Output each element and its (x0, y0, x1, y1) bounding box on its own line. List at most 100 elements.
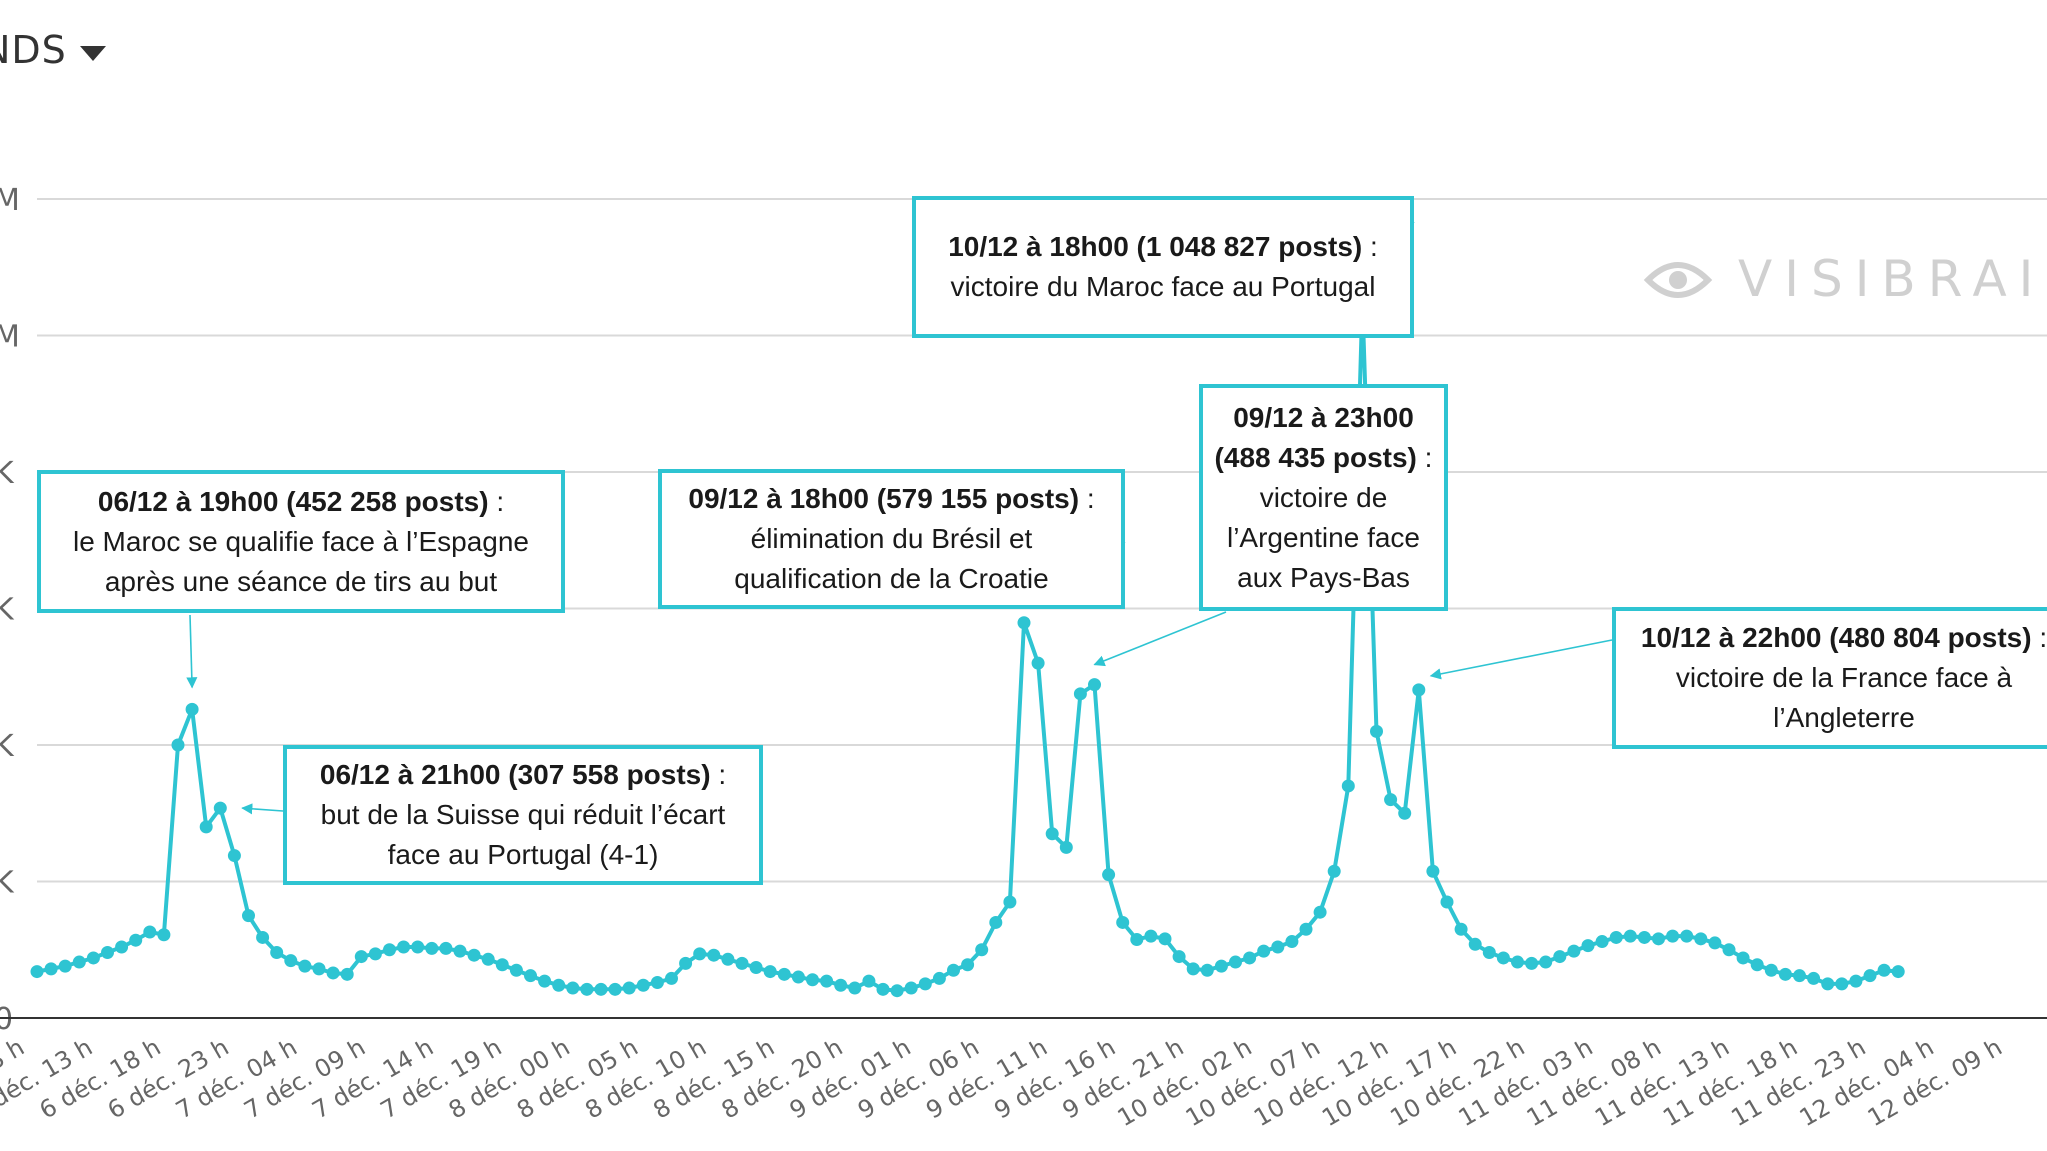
annotation-text: le Maroc se qualifie face à l’Espagne (72, 525, 530, 557)
data-point (467, 948, 481, 962)
data-point (213, 801, 227, 815)
annotation-title: 06/12 à 21h00 (307 558 posts) (319, 759, 711, 790)
data-point (820, 974, 834, 988)
annotation-title: (488 435 posts) (1214, 441, 1417, 473)
y-tick-label: K (0, 593, 15, 628)
data-point (1835, 977, 1849, 991)
data-point (1750, 958, 1764, 972)
data-point (1764, 963, 1778, 977)
data-point (270, 945, 284, 959)
data-point (622, 981, 636, 995)
data-point (1426, 864, 1440, 878)
annotation-box: 09/12 à 23h00 (488 435 posts) : victoire… (1199, 384, 1448, 611)
annotation-separator: : (1416, 441, 1433, 473)
data-point (284, 954, 298, 968)
data-point (1313, 905, 1327, 919)
data-point (1496, 951, 1510, 965)
data-point (763, 965, 777, 979)
data-point (975, 943, 989, 957)
data-point (1341, 779, 1355, 793)
y-tick-label: M (0, 183, 20, 218)
data-point (1299, 922, 1313, 936)
data-point (1045, 827, 1059, 841)
data-point (143, 925, 157, 939)
data-point (650, 976, 664, 990)
data-point (862, 974, 876, 988)
data-point (1553, 950, 1567, 964)
data-point (566, 981, 580, 995)
data-point (961, 958, 975, 972)
data-point (679, 956, 693, 970)
annotation-arrow (1429, 639, 1613, 680)
y-tick-label: K (0, 866, 15, 901)
annotation-text: victoire de la France face à (1675, 662, 2013, 693)
data-point (735, 956, 749, 970)
data-point (876, 982, 890, 996)
annotation-arrow (241, 803, 284, 815)
data-point (383, 943, 396, 957)
annotation-text: but de la Suisse qui réduit l’écart (320, 799, 726, 830)
annotation-text: élimination du Brésil et (750, 523, 1033, 554)
data-point (1849, 974, 1863, 988)
data-point (1144, 929, 1158, 943)
data-point (1511, 955, 1524, 969)
data-point (312, 962, 326, 976)
dropdown-caret-icon[interactable] (80, 46, 106, 61)
data-point (58, 959, 72, 973)
y-tick-label: M (0, 320, 20, 355)
data-point (1736, 951, 1750, 965)
data-point (1031, 656, 1045, 670)
data-point (777, 967, 791, 981)
data-point (1722, 943, 1736, 957)
annotation-separator: : (2031, 622, 2047, 653)
data-point (1271, 940, 1285, 954)
data-point (1412, 683, 1426, 697)
y-tick-label: K (0, 456, 15, 491)
y-tick-label: K (0, 729, 15, 764)
visibrain-eye-icon (1643, 262, 1713, 298)
data-point (86, 951, 100, 965)
data-point (44, 962, 58, 976)
annotation-separator: : (1362, 231, 1378, 262)
data-point (904, 981, 918, 995)
data-point (918, 977, 932, 991)
data-point (1468, 937, 1482, 951)
annotation-text: victoire du Maroc face au Portugal (950, 271, 1376, 302)
data-point (199, 820, 213, 834)
data-point (439, 941, 453, 955)
data-point (185, 702, 199, 716)
data-point (1595, 935, 1609, 949)
annotation-title: 06/12 à 19h00 (452 258 posts) (97, 485, 489, 517)
annotation-text: l’Argentine face (1226, 521, 1420, 553)
data-point (1525, 956, 1539, 970)
metric-dropdown-label[interactable]: NDS (0, 28, 67, 72)
data-point (636, 978, 650, 992)
data-point (1623, 929, 1637, 943)
data-point (509, 963, 523, 977)
annotation-text: face au Portugal (4-1) (387, 839, 659, 870)
data-point (1807, 971, 1821, 985)
data-point (481, 952, 495, 966)
data-point (453, 944, 467, 958)
annotation-box: 06/12 à 19h00 (452 258 posts) : le Maroc… (37, 470, 565, 613)
data-point (340, 967, 354, 981)
data-point (72, 955, 86, 969)
annotation-text: aux Pays-Bas (1237, 561, 1410, 593)
annotation-box: 06/12 à 21h00 (307 558 posts) : but de l… (283, 745, 763, 885)
data-point (1285, 935, 1299, 949)
data-point (552, 978, 566, 992)
annotation-separator: : (710, 759, 727, 790)
data-point (30, 965, 44, 979)
data-point (1186, 962, 1200, 976)
data-point (1102, 868, 1116, 882)
data-point (1229, 955, 1242, 969)
data-point (1116, 915, 1130, 929)
data-point (890, 984, 904, 998)
data-point (101, 945, 114, 959)
data-point (1821, 977, 1835, 991)
data-point (707, 948, 721, 962)
data-point (1200, 963, 1214, 977)
data-point (298, 959, 312, 973)
